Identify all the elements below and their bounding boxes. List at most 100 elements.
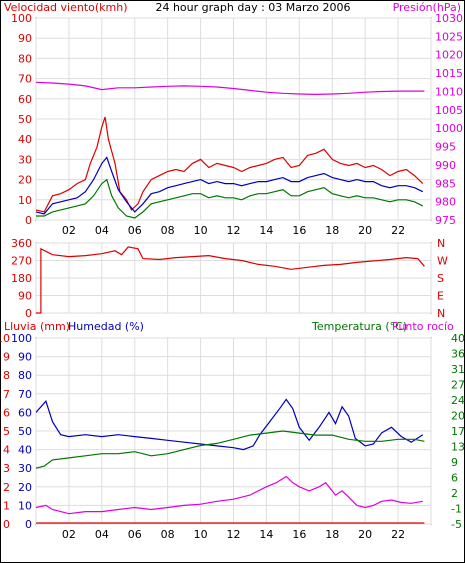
temperature-tick-label: 17 bbox=[451, 425, 465, 438]
climate-series-line bbox=[35, 398, 424, 451]
pressure-label: Presión(hPa) bbox=[393, 1, 461, 14]
humidity-tick-label: 60 bbox=[18, 406, 32, 419]
wind-tick-label: 10 bbox=[18, 194, 32, 207]
wind-series-line bbox=[35, 116, 424, 213]
direction-tick-label: 90 bbox=[18, 290, 32, 303]
hour-tick-label: 20 bbox=[358, 224, 372, 237]
hour-tick-label: 16 bbox=[292, 528, 306, 541]
humidity-tick-label: 80 bbox=[18, 369, 32, 382]
temperature-tick-label: 6 bbox=[451, 472, 458, 485]
compass-tick-label: N bbox=[437, 237, 445, 250]
rain-tick-label: 8 bbox=[3, 369, 10, 382]
temperature-tick-label: 24 bbox=[451, 394, 465, 407]
direction-tick-label: 270 bbox=[11, 255, 32, 268]
direction-tick-label: 0 bbox=[25, 307, 32, 320]
pressure-tick-label: 1015 bbox=[435, 67, 463, 80]
wind-tick-label: 50 bbox=[18, 113, 32, 126]
temperature-label: Temperatura (°C) bbox=[311, 320, 407, 333]
hour-tick-label: 04 bbox=[95, 224, 109, 237]
temperature-tick-label: -5 bbox=[451, 518, 462, 531]
dewpoint-label: Punto rocío bbox=[392, 320, 454, 333]
temperature-tick-label: 31 bbox=[451, 363, 465, 376]
wind-series-line bbox=[35, 156, 424, 215]
hour-tick-label: 10 bbox=[194, 224, 208, 237]
pressure-tick-label: 975 bbox=[435, 214, 456, 227]
humidity-tick-label: 0 bbox=[25, 518, 32, 531]
temperature-tick-label: -1 bbox=[451, 503, 462, 516]
wind-tick-label: 60 bbox=[18, 93, 32, 106]
pressure-tick-label: 1005 bbox=[435, 104, 463, 117]
rain-tick-label: 1 bbox=[3, 499, 10, 512]
pressure-tick-label: 985 bbox=[435, 177, 456, 190]
rain-tick-label: 5 bbox=[3, 425, 10, 438]
pressure-tick-label: 990 bbox=[435, 159, 456, 172]
graph-day-title: 24 hour graph day : 03 Marzo 2006 bbox=[155, 1, 350, 14]
humidity-tick-label: 20 bbox=[18, 481, 32, 494]
humidity-tick-label: 100 bbox=[11, 332, 32, 345]
compass-tick-label: W bbox=[437, 255, 448, 268]
wind-tick-label: 40 bbox=[18, 133, 32, 146]
compass-tick-label: E bbox=[437, 290, 444, 303]
hour-tick-label: 18 bbox=[325, 528, 339, 541]
pressure-tick-label: 1020 bbox=[435, 49, 463, 62]
rain-tick-label: 10 bbox=[0, 332, 10, 345]
temperature-tick-label: 2 bbox=[451, 487, 458, 500]
humidity-tick-label: 10 bbox=[18, 499, 32, 512]
hour-tick-label: 16 bbox=[292, 224, 306, 237]
temperature-tick-label: 9 bbox=[451, 456, 458, 469]
wind-speed-label: Velocidad viento(kmh) bbox=[4, 1, 128, 14]
wind-tick-label: 100 bbox=[11, 12, 32, 25]
hour-tick-label: 04 bbox=[95, 528, 109, 541]
hour-tick-label: 22 bbox=[391, 528, 405, 541]
hour-tick-label: 06 bbox=[128, 224, 142, 237]
pressure-tick-label: 1030 bbox=[435, 12, 463, 25]
hour-tick-label: 02 bbox=[62, 528, 76, 541]
pressure-tick-label: 980 bbox=[435, 196, 456, 209]
hour-tick-label: 08 bbox=[161, 528, 175, 541]
wind-series-line bbox=[35, 81, 425, 96]
hour-tick-label: 22 bbox=[391, 224, 405, 237]
hour-tick-label: 10 bbox=[194, 528, 208, 541]
hour-tick-label: 06 bbox=[128, 528, 142, 541]
wind-tick-label: 0 bbox=[25, 214, 32, 227]
pressure-tick-label: 1010 bbox=[435, 85, 463, 98]
wind-tick-label: 20 bbox=[18, 174, 32, 187]
humidity-tick-label: 30 bbox=[18, 462, 32, 475]
direction-tick-label: 180 bbox=[11, 272, 32, 285]
rain-tick-label: 3 bbox=[3, 462, 10, 475]
direction-series-line bbox=[36, 246, 425, 314]
rain-tick-label: 2 bbox=[3, 481, 10, 494]
climate-series-line bbox=[35, 430, 425, 469]
temperature-tick-label: 27 bbox=[451, 379, 465, 392]
pressure-tick-label: 1000 bbox=[435, 122, 463, 135]
hour-tick-label: 14 bbox=[259, 528, 273, 541]
hour-tick-label: 12 bbox=[227, 528, 241, 541]
humidity-tick-label: 90 bbox=[18, 351, 32, 364]
compass-tick-label: N bbox=[437, 307, 445, 320]
hour-tick-label: 08 bbox=[161, 224, 175, 237]
rain-tick-label: 6 bbox=[3, 406, 10, 419]
humidity-tick-label: 70 bbox=[18, 388, 32, 401]
rain-label: Lluvia (mm) bbox=[4, 320, 70, 333]
rain-tick-label: 0 bbox=[3, 518, 10, 531]
humidity-tick-label: 50 bbox=[18, 425, 32, 438]
hour-tick-label: 12 bbox=[227, 224, 241, 237]
wind-tick-label: 80 bbox=[18, 52, 32, 65]
wind-series-line bbox=[36, 178, 424, 219]
hour-tick-label: 18 bbox=[325, 224, 339, 237]
wind-tick-label: 30 bbox=[18, 153, 32, 166]
temperature-tick-label: 20 bbox=[451, 410, 465, 423]
hour-tick-label: 02 bbox=[62, 224, 76, 237]
rain-tick-label: 7 bbox=[3, 388, 10, 401]
wind-tick-label: 70 bbox=[18, 73, 32, 86]
pressure-tick-label: 995 bbox=[435, 141, 456, 154]
temperature-tick-label: 36 bbox=[451, 348, 465, 361]
hour-tick-label: 14 bbox=[259, 224, 273, 237]
climate-series-line bbox=[35, 475, 423, 515]
humidity-label: Humedad (%) bbox=[68, 320, 144, 333]
pressure-tick-label: 1025 bbox=[435, 30, 463, 43]
rain-tick-label: 9 bbox=[3, 351, 10, 364]
temperature-tick-label: 13 bbox=[451, 441, 465, 454]
